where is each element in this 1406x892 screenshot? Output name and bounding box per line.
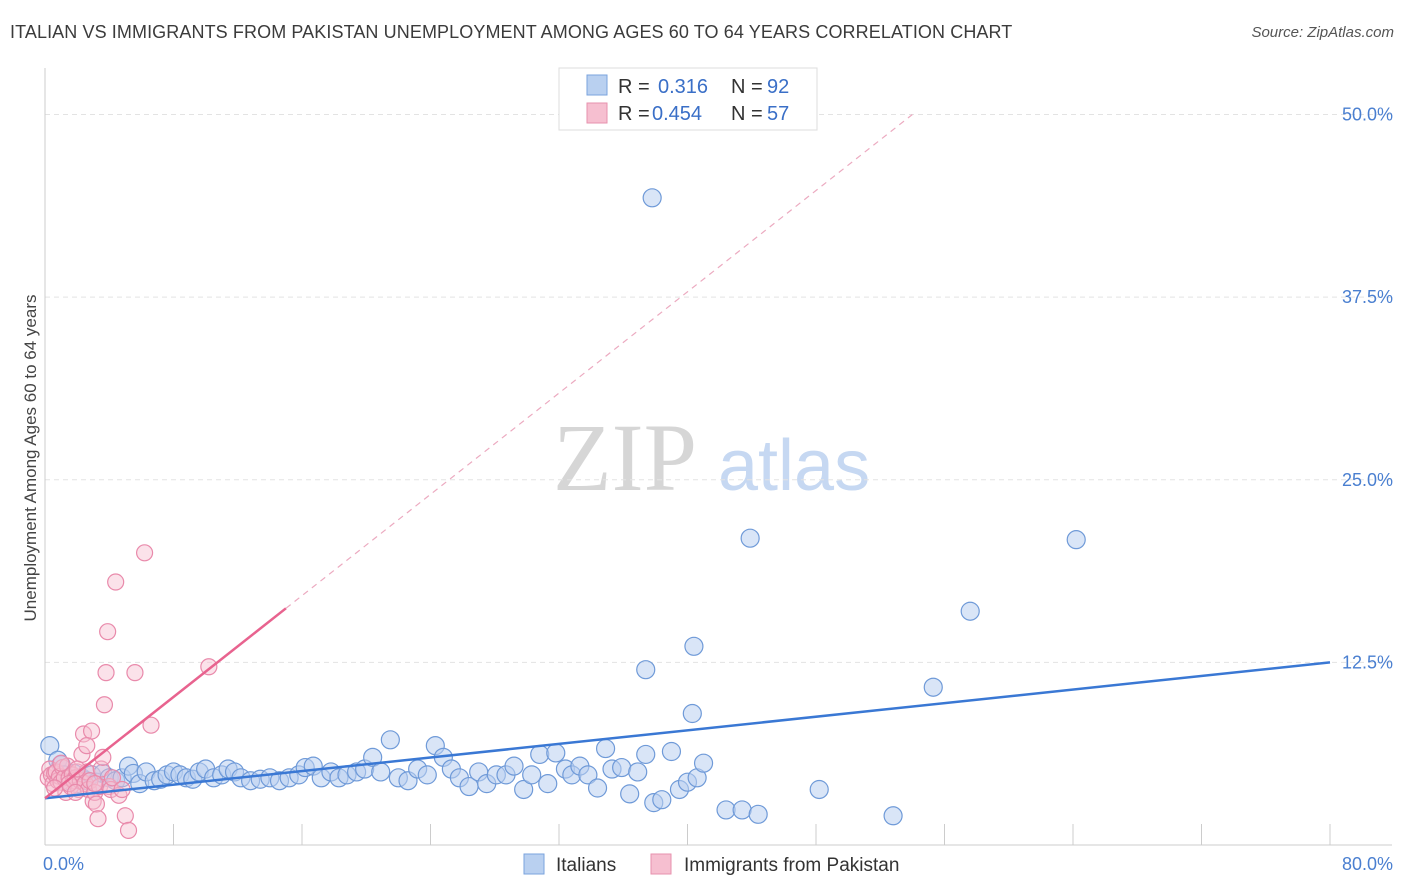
point-pakistan (78, 737, 96, 755)
point-italians (636, 660, 656, 680)
point-pakistan (86, 775, 104, 793)
x-tick-labels: 0.0% 80.0% (43, 854, 1393, 874)
axes (44, 68, 1392, 846)
watermark-zip: ZIP (553, 404, 697, 511)
bottom-legend-swatch-pakistan (650, 853, 672, 875)
source-credit: Source: ZipAtlas.com (1251, 24, 1394, 41)
point-italians (628, 762, 648, 782)
point-italians (960, 601, 980, 621)
point-pakistan (91, 777, 109, 796)
y-tick-label: 50.0% (1342, 105, 1393, 125)
point-pakistan (89, 810, 107, 828)
y-tick-label: 12.5% (1342, 652, 1393, 672)
point-pakistan (68, 760, 86, 778)
point-italians (363, 747, 383, 767)
point-italians (716, 800, 736, 820)
legend-n-label-2: N = (731, 103, 763, 125)
trend-lines (44, 114, 1331, 800)
bottom-legend-pakistan: Immigrants from Pakistan (684, 855, 899, 876)
point-italians (530, 744, 550, 765)
y-tick-labels: 12.5% 25.0% 37.5% 50.0% (1342, 105, 1393, 673)
point-pakistan (135, 544, 154, 562)
point-pakistan (119, 821, 138, 839)
point-pakistan (94, 748, 112, 766)
trend-line-italians (44, 661, 1331, 800)
gridlines (45, 114, 1392, 663)
point-italians (661, 741, 682, 762)
trend-line-pakistan (44, 607, 287, 800)
point-pakistan (87, 795, 106, 813)
point-italians (809, 779, 829, 800)
y-tick-label: 25.0% (1342, 470, 1393, 490)
point-italians (595, 738, 616, 759)
point-italians (923, 677, 943, 697)
legend-r-value-2: 0.454 (652, 103, 702, 125)
legend-n-value-2: 57 (767, 103, 789, 125)
legend-swatch-pakistan (586, 102, 608, 124)
bottom-legend-italians: Italians (556, 855, 616, 876)
point-italians (693, 753, 714, 773)
watermark: ZIP atlas (553, 404, 870, 511)
point-italians (417, 765, 437, 785)
series-legend: Italians Immigrants from Pakistan (523, 853, 899, 876)
legend-r-label-2: R = (618, 103, 650, 125)
series-pakistan (39, 544, 218, 839)
point-italians (883, 806, 903, 826)
point-italians (371, 762, 391, 782)
point-italians (748, 804, 768, 824)
point-pakistan (66, 783, 85, 802)
point-italians (636, 744, 656, 765)
point-pakistan (116, 807, 134, 825)
correlation-legend: R = 0.316 N = 92 R = 0.454 N = 57 (558, 67, 818, 131)
point-pakistan (97, 664, 115, 682)
point-italians (652, 790, 672, 810)
point-italians (612, 757, 632, 778)
point-italians (740, 528, 760, 548)
point-pakistan (95, 696, 114, 714)
point-pakistan (99, 623, 117, 641)
bottom-legend-swatch-italians (523, 853, 545, 875)
point-italians (546, 743, 566, 763)
legend-r-label-1: R = (618, 76, 650, 98)
point-italians (522, 765, 542, 785)
point-italians (380, 730, 400, 750)
watermark-atlas: atlas (718, 426, 870, 506)
chart-title: ITALIAN VS IMMIGRANTS FROM PAKISTAN UNEM… (10, 22, 1013, 42)
point-italians (40, 736, 60, 756)
point-pakistan (82, 722, 101, 740)
point-pakistan (52, 754, 70, 772)
legend-n-label-1: N = (731, 76, 763, 98)
point-italians (642, 188, 662, 208)
point-pakistan (103, 769, 122, 787)
x-tick-label-max: 80.0% (1342, 854, 1393, 874)
point-pakistan (142, 716, 160, 734)
point-pakistan (126, 664, 144, 682)
legend-r-value-1: 0.316 (658, 76, 708, 98)
point-italians (1066, 530, 1086, 550)
point-italians (578, 765, 598, 785)
y-tick-label: 37.5% (1342, 287, 1393, 307)
point-italians (504, 756, 524, 776)
point-italians (620, 784, 640, 804)
point-pakistan (107, 573, 125, 591)
x-tick-label-min: 0.0% (43, 854, 84, 874)
point-italians (732, 800, 752, 820)
point-italians (682, 703, 702, 724)
y-axis-label: Unemployment Among Ages 60 to 64 years (21, 295, 40, 622)
point-italians (587, 778, 608, 798)
point-italians (514, 779, 534, 800)
trend-extension-pakistan (285, 114, 913, 609)
point-italians (538, 774, 558, 794)
point-italians (684, 636, 704, 656)
legend-n-value-1: 92 (767, 76, 789, 98)
legend-swatch-italians (586, 74, 608, 96)
